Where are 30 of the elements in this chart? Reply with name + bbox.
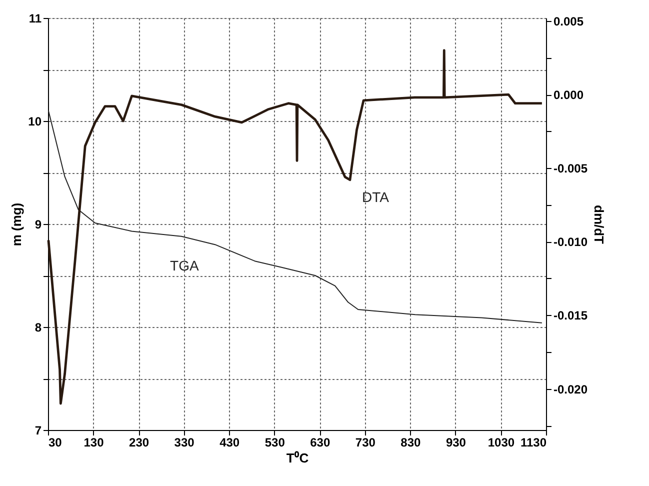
y2-axis-title: dm/dT	[592, 205, 607, 244]
y-tick-label: 7	[34, 424, 42, 438]
x-tick-label: 930	[446, 436, 466, 450]
series-label: DTA	[362, 188, 390, 205]
x-tick-label: 830	[400, 436, 422, 450]
y2-tick-label: -0.015	[554, 308, 588, 323]
x-tick-label: 630	[310, 436, 330, 450]
y-axis-title: m (mg)	[9, 202, 24, 246]
x-tick-label: 330	[174, 436, 195, 450]
y-tick-label: 8	[34, 320, 42, 334]
series-label: TGA	[170, 258, 200, 274]
y2-tick-label: -0.010	[554, 235, 588, 250]
y-tick-label: 9	[34, 218, 42, 232]
x-tick-label: 30	[48, 436, 62, 450]
x-tick-label: 130	[84, 436, 104, 450]
x-tick-label: 1030	[488, 436, 515, 450]
x-tick-label: 530	[264, 436, 286, 450]
y-tick-label: 10	[28, 114, 42, 128]
x-tick-label: 430	[220, 436, 240, 450]
y2-tick-label: 0.005	[554, 14, 584, 28]
y2-tick-label: 0.000	[554, 88, 584, 102]
x-axis-title: T⁰C	[286, 450, 310, 466]
x-tick-label: 230	[129, 436, 150, 450]
line-series	[48, 110, 542, 324]
x-tick-label: 730	[355, 436, 376, 450]
y2-tick-label: -0.020	[554, 382, 588, 396]
x-tick-label: 1130	[520, 436, 547, 450]
y-tick-label: 11	[28, 12, 42, 26]
y2-tick-label: -0.005	[554, 162, 588, 176]
line-series	[47, 49, 544, 405]
